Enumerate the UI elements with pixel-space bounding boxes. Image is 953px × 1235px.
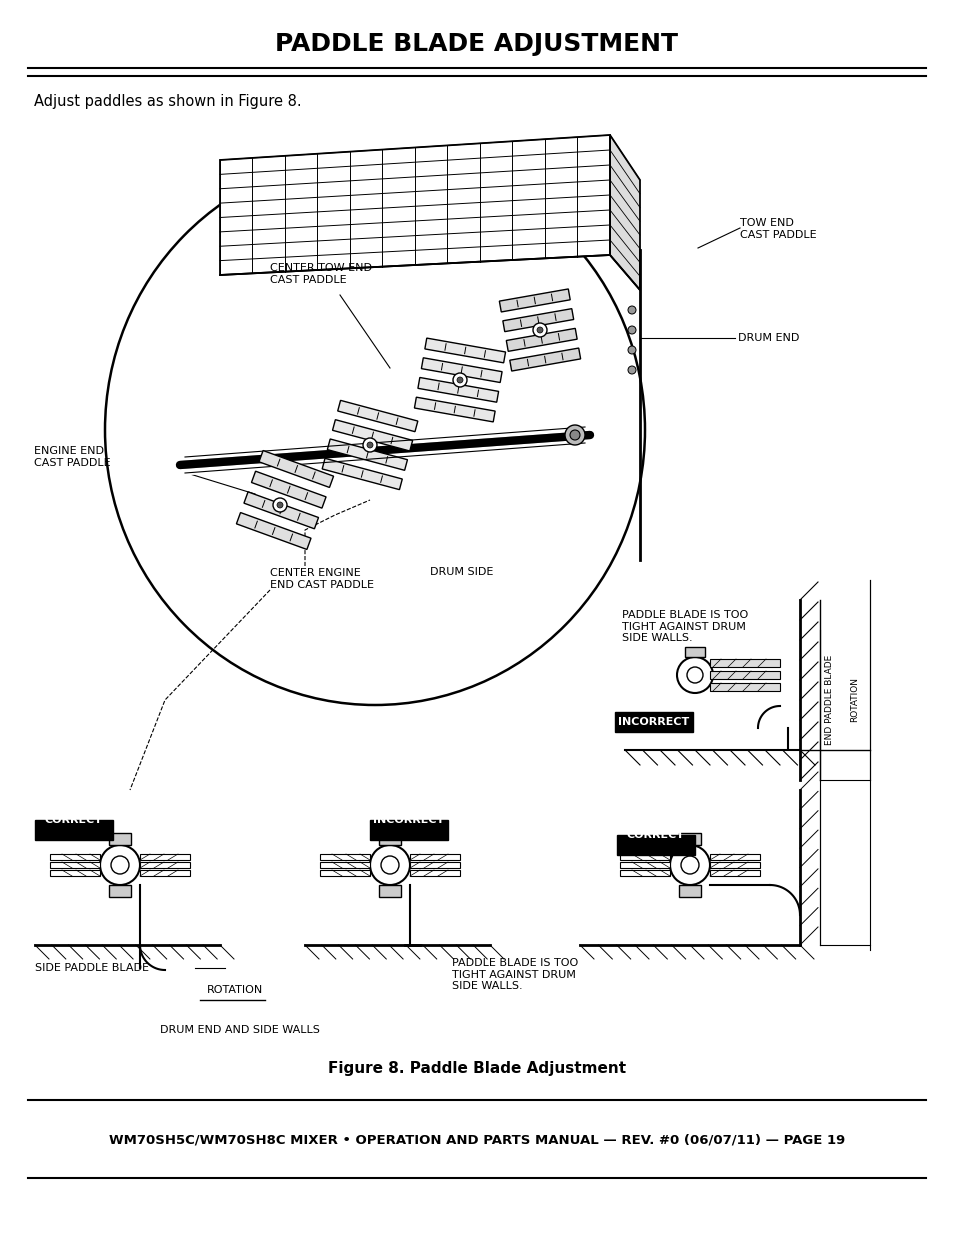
Circle shape bbox=[370, 845, 410, 885]
Bar bbox=[709, 659, 780, 667]
Polygon shape bbox=[322, 458, 402, 489]
Polygon shape bbox=[679, 832, 700, 845]
Polygon shape bbox=[506, 329, 577, 351]
Polygon shape bbox=[609, 135, 639, 290]
Text: WM70SH5C/WM70SH8C MIXER • OPERATION AND PARTS MANUAL — REV. #0 (06/07/11) — PAGE: WM70SH5C/WM70SH8C MIXER • OPERATION AND … bbox=[109, 1134, 844, 1146]
Circle shape bbox=[453, 373, 467, 387]
Bar bbox=[50, 853, 100, 860]
Text: DRUM SIDE: DRUM SIDE bbox=[430, 567, 493, 577]
Polygon shape bbox=[421, 358, 501, 383]
Polygon shape bbox=[244, 492, 318, 529]
FancyBboxPatch shape bbox=[617, 835, 695, 855]
Polygon shape bbox=[684, 647, 704, 657]
Circle shape bbox=[380, 856, 398, 874]
Bar bbox=[50, 862, 100, 868]
Bar bbox=[619, 853, 669, 860]
FancyBboxPatch shape bbox=[615, 713, 692, 732]
Text: Adjust paddles as shown in Figure 8.: Adjust paddles as shown in Figure 8. bbox=[34, 94, 301, 109]
Circle shape bbox=[456, 377, 462, 383]
Polygon shape bbox=[337, 400, 417, 432]
Text: PADDLE BLADE IS TOO
TIGHT AGAINST DRUM
SIDE WALLS.: PADDLE BLADE IS TOO TIGHT AGAINST DRUM S… bbox=[621, 610, 747, 643]
Bar bbox=[709, 671, 780, 679]
Bar bbox=[319, 862, 370, 868]
Bar bbox=[410, 869, 459, 876]
Polygon shape bbox=[509, 348, 580, 370]
Polygon shape bbox=[327, 438, 407, 471]
Circle shape bbox=[111, 856, 129, 874]
Bar bbox=[709, 869, 760, 876]
FancyBboxPatch shape bbox=[370, 820, 448, 840]
Polygon shape bbox=[378, 885, 400, 897]
Circle shape bbox=[363, 438, 376, 452]
Circle shape bbox=[680, 856, 699, 874]
Circle shape bbox=[273, 498, 287, 513]
Circle shape bbox=[669, 845, 709, 885]
FancyBboxPatch shape bbox=[35, 820, 112, 840]
Text: CENTER TOW END
CAST PADDLE: CENTER TOW END CAST PADDLE bbox=[270, 263, 372, 284]
Circle shape bbox=[627, 326, 636, 333]
Text: DRUM END: DRUM END bbox=[738, 333, 799, 343]
Circle shape bbox=[276, 501, 283, 508]
Polygon shape bbox=[252, 472, 326, 508]
Circle shape bbox=[569, 430, 579, 440]
Bar bbox=[140, 869, 190, 876]
Text: INCORRECT: INCORRECT bbox=[618, 718, 689, 727]
Polygon shape bbox=[109, 832, 131, 845]
Circle shape bbox=[564, 425, 584, 445]
Polygon shape bbox=[378, 832, 400, 845]
Polygon shape bbox=[333, 420, 413, 451]
Polygon shape bbox=[424, 338, 505, 363]
Circle shape bbox=[627, 306, 636, 314]
Text: PADDLE BLADE IS TOO
TIGHT AGAINST DRUM
SIDE WALLS.: PADDLE BLADE IS TOO TIGHT AGAINST DRUM S… bbox=[452, 958, 578, 992]
Polygon shape bbox=[679, 885, 700, 897]
Text: SIDE PADDLE BLADE: SIDE PADDLE BLADE bbox=[35, 963, 149, 973]
Bar bbox=[140, 853, 190, 860]
Circle shape bbox=[686, 667, 702, 683]
Polygon shape bbox=[414, 398, 495, 422]
Polygon shape bbox=[502, 309, 573, 332]
Circle shape bbox=[537, 327, 542, 333]
Bar bbox=[410, 862, 459, 868]
Polygon shape bbox=[109, 885, 131, 897]
Circle shape bbox=[627, 366, 636, 374]
Circle shape bbox=[677, 657, 712, 693]
Bar bbox=[140, 862, 190, 868]
Bar bbox=[709, 853, 760, 860]
Text: ROTATION: ROTATION bbox=[850, 678, 859, 722]
Circle shape bbox=[627, 346, 636, 354]
Text: CENTER ENGINE
END CAST PADDLE: CENTER ENGINE END CAST PADDLE bbox=[270, 568, 374, 589]
Text: END PADDLE BLADE: END PADDLE BLADE bbox=[824, 655, 834, 745]
Text: ROTATION: ROTATION bbox=[207, 986, 263, 995]
Text: CORRECT: CORRECT bbox=[45, 815, 103, 825]
Bar bbox=[619, 862, 669, 868]
Bar bbox=[709, 862, 760, 868]
Circle shape bbox=[100, 845, 140, 885]
Bar bbox=[709, 683, 780, 692]
Bar bbox=[50, 869, 100, 876]
Polygon shape bbox=[498, 289, 570, 312]
Text: CORRECT: CORRECT bbox=[626, 830, 684, 840]
Bar bbox=[319, 853, 370, 860]
Bar bbox=[319, 869, 370, 876]
Text: INCORRECT: INCORRECT bbox=[373, 815, 444, 825]
Text: TOW END
CAST PADDLE: TOW END CAST PADDLE bbox=[740, 219, 816, 240]
Bar bbox=[410, 853, 459, 860]
Polygon shape bbox=[236, 513, 311, 550]
Bar bbox=[619, 869, 669, 876]
Circle shape bbox=[367, 442, 373, 448]
Polygon shape bbox=[220, 135, 609, 275]
Text: Figure 8. Paddle Blade Adjustment: Figure 8. Paddle Blade Adjustment bbox=[328, 1061, 625, 1076]
Text: DRUM END AND SIDE WALLS: DRUM END AND SIDE WALLS bbox=[160, 1025, 319, 1035]
Polygon shape bbox=[417, 378, 498, 403]
Text: ENGINE END
CAST PADDLE: ENGINE END CAST PADDLE bbox=[34, 446, 111, 468]
Polygon shape bbox=[258, 451, 334, 488]
Circle shape bbox=[533, 324, 546, 337]
Text: PADDLE BLADE ADJUSTMENT: PADDLE BLADE ADJUSTMENT bbox=[275, 32, 678, 56]
